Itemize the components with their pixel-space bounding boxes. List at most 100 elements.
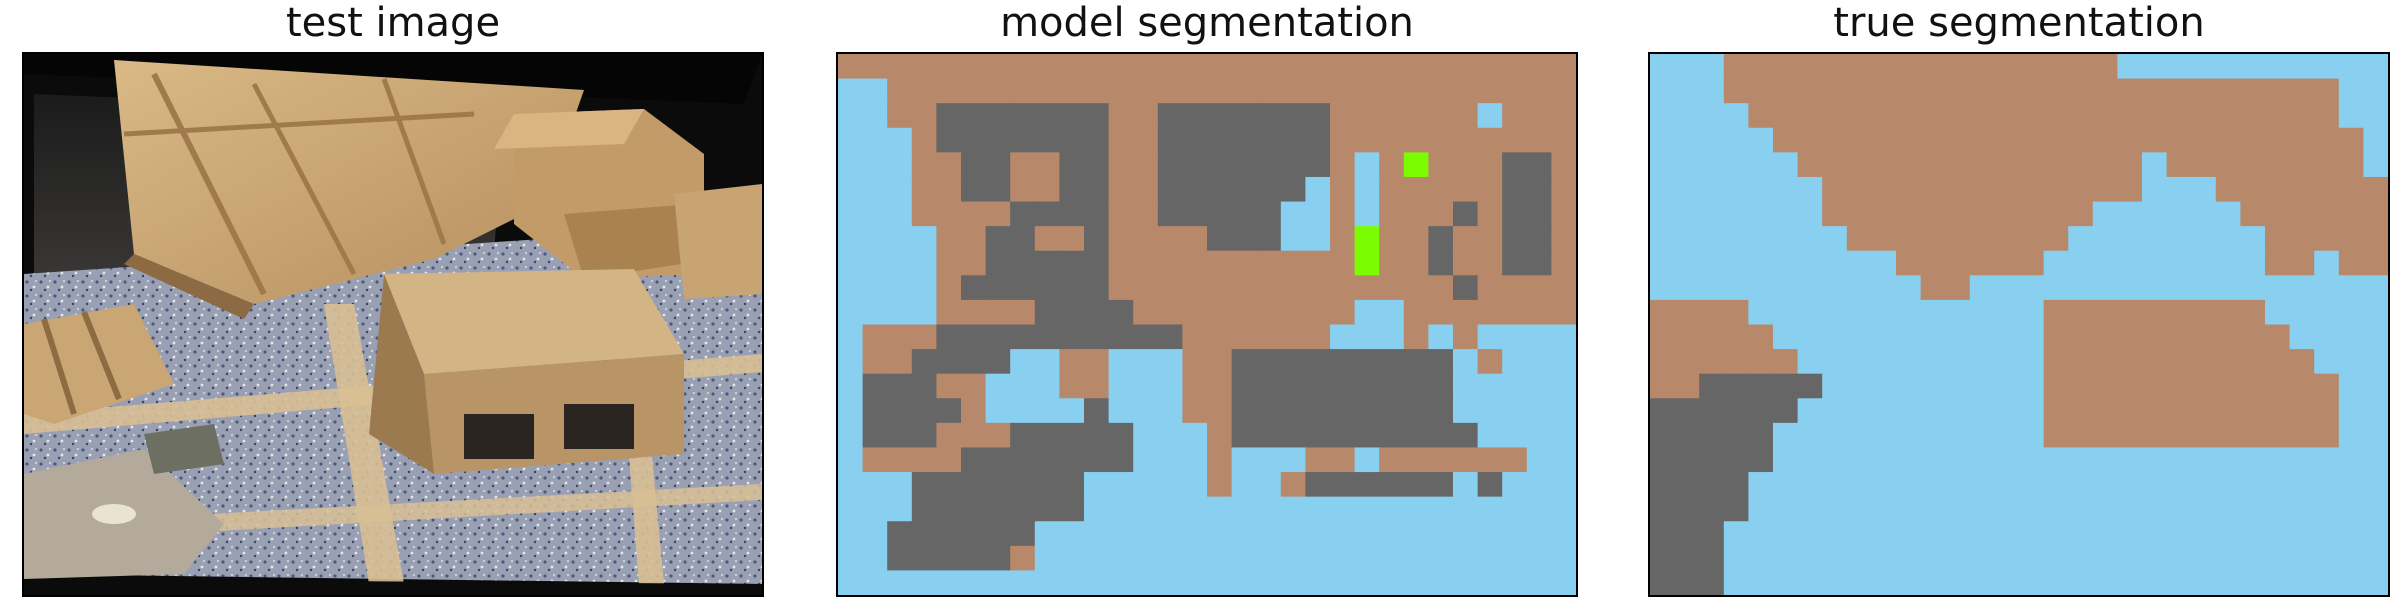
- true-seg-cell-class-blue: [2265, 545, 2291, 572]
- model-seg-cell-class-blue: [1182, 570, 1208, 595]
- model-seg-cell-class-blue: [838, 226, 864, 252]
- model-seg-cell-class-blue: [1477, 422, 1503, 449]
- model-seg-cell-class-gray: [961, 275, 987, 301]
- true-seg-cell-class-blue: [2068, 226, 2094, 252]
- true-seg-cell-class-blue: [1699, 103, 1725, 129]
- true-seg-cell-class-blue: [1846, 373, 1872, 399]
- model-seg-cell-class-brown: [961, 226, 987, 252]
- true-seg-cell-class-blue: [2043, 472, 2069, 498]
- model-seg-cell-class-blue: [1526, 521, 1552, 547]
- true-seg-cell-class-brown: [1723, 349, 1749, 375]
- model-seg-cell-class-brown: [1403, 127, 1429, 153]
- true-seg-cell-class-brown: [2043, 54, 2069, 80]
- true-seg-cell-class-blue: [1871, 324, 1897, 350]
- true-seg-cell-class-brown: [1896, 201, 1922, 227]
- true-seg-cell-class-blue: [2363, 521, 2388, 547]
- model-seg-cell-class-brown: [1084, 349, 1110, 375]
- true-seg-cell-class-brown: [2240, 127, 2266, 153]
- model-seg-cell-class-blue: [1526, 447, 1552, 473]
- model-seg-cell-class-brown: [985, 54, 1011, 80]
- model-seg-cell-class-brown: [936, 152, 962, 178]
- true-seg-cell-class-brown: [1846, 201, 1872, 227]
- true-seg-cell-class-blue: [1699, 275, 1725, 301]
- model-seg-cell-class-blue: [1502, 373, 1528, 399]
- true-seg-cell-class-blue: [1748, 176, 1774, 203]
- true-seg-cell-class-blue: [2338, 496, 2364, 522]
- true-seg-cell-class-blue: [1773, 176, 1799, 203]
- model-seg-cell-class-brown: [1108, 250, 1134, 276]
- model-seg-cell-class-gray: [1059, 422, 1085, 449]
- true-seg-cell-class-blue: [1822, 373, 1848, 399]
- model-seg-cell-class-blue: [1034, 398, 1060, 424]
- model-seg-cell-class-blue: [1108, 349, 1134, 375]
- model-seg-cell-class-gray: [985, 275, 1011, 301]
- true-seg-cell-class-blue: [1846, 447, 1872, 473]
- true-seg-cell-class-brown: [1969, 152, 1995, 178]
- true-seg-cell-class-blue: [2338, 275, 2364, 301]
- model-seg-cell-class-gray: [985, 176, 1011, 203]
- model-seg-cell-class-brown: [985, 422, 1011, 449]
- true-seg-cell-class-brown: [2068, 127, 2094, 153]
- model-seg-cell-class-brown: [911, 176, 937, 203]
- model-seg-cell-class-brown: [1453, 152, 1479, 178]
- model-seg-cell-class-gray: [1010, 447, 1036, 473]
- true-seg-cell-class-blue: [2166, 545, 2192, 572]
- model-seg-cell-class-blue: [1453, 349, 1479, 375]
- true-seg-cell-class-brown: [2215, 176, 2241, 203]
- true-seg-cell-class-gray: [1699, 570, 1725, 595]
- true-seg-cell-class-brown: [1871, 78, 1897, 104]
- true-seg-cell-class-brown: [2215, 299, 2241, 326]
- model-seg-cell-class-gray: [1084, 127, 1110, 153]
- true-seg-cell-class-blue: [1822, 226, 1848, 252]
- model-seg-cell-class-brown: [1133, 152, 1159, 178]
- model-seg-cell-class-blue: [1256, 521, 1282, 547]
- true-seg-cell-class-blue: [1969, 472, 1995, 498]
- model-seg-cell-class-brown: [961, 398, 987, 424]
- true-seg-cell-class-brown: [2043, 299, 2069, 326]
- model-seg-cell-class-gray: [1231, 201, 1257, 227]
- model-seg-cell-class-blue: [887, 275, 913, 301]
- true-seg-cell-class-brown: [2068, 201, 2094, 227]
- true-seg-cell-class-brown: [2142, 422, 2168, 449]
- true-seg-cell-class-blue: [2068, 275, 2094, 301]
- model-seg-cell-class-blue: [862, 201, 888, 227]
- model-seg-cell-class-blue: [1526, 545, 1552, 572]
- model-seg-cell-class-blue: [862, 78, 888, 104]
- model-seg-cell-class-blue: [887, 250, 913, 276]
- true-seg-cell-class-brown: [1896, 127, 1922, 153]
- true-seg-cell-class-blue: [2117, 275, 2143, 301]
- model-seg-cell-class-brown: [1207, 324, 1233, 350]
- model-seg-cell-class-brown: [1059, 349, 1085, 375]
- model-seg-cell-class-blue: [1280, 496, 1306, 522]
- model-seg-cell-class-gray: [1084, 275, 1110, 301]
- true-seg-cell-class-blue: [1822, 349, 1848, 375]
- true-seg-cell-class-blue: [2117, 201, 2143, 227]
- model-seg-cell-class-brown: [911, 152, 937, 178]
- true-seg-cell-class-blue: [2043, 545, 2069, 572]
- model-seg-cell-class-brown: [1403, 78, 1429, 104]
- model-seg-cell-class-gray: [862, 422, 888, 449]
- model-seg-cell-class-blue: [1059, 570, 1085, 595]
- model-seg-cell-class-gray: [1256, 103, 1282, 129]
- true-seg-cell-class-blue: [1994, 422, 2020, 449]
- model-seg-cell-class-blue: [887, 472, 913, 498]
- true-seg-cell-class-blue: [1969, 349, 1995, 375]
- model-seg-cell-class-brown: [1453, 127, 1479, 153]
- true-seg-cell-class-blue: [1871, 545, 1897, 572]
- true-seg-cell-class-blue: [2019, 299, 2045, 326]
- true-seg-cell-class-blue: [1871, 521, 1897, 547]
- true-seg-cell-class-blue: [2363, 496, 2388, 522]
- true-seg-cell-class-brown: [1748, 349, 1774, 375]
- model-seg-cell-class-brown: [1256, 324, 1282, 350]
- model-seg-cell-class-blue: [1551, 545, 1576, 572]
- model-seg-cell-class-gray: [1305, 103, 1331, 129]
- model-seg-cell-class-blue: [1231, 570, 1257, 595]
- model-seg-cell-class-brown: [961, 201, 987, 227]
- model-seg-cell-class-blue: [1305, 545, 1331, 572]
- model-seg-cell-class-gray: [1305, 422, 1331, 449]
- model-seg-cell-class-gray: [1231, 398, 1257, 424]
- model-seg-cell-class-gray: [1428, 422, 1454, 449]
- true-seg-cell-class-blue: [2215, 496, 2241, 522]
- true-seg-cell-class-brown: [1822, 201, 1848, 227]
- true-seg-cell-class-blue: [2338, 373, 2364, 399]
